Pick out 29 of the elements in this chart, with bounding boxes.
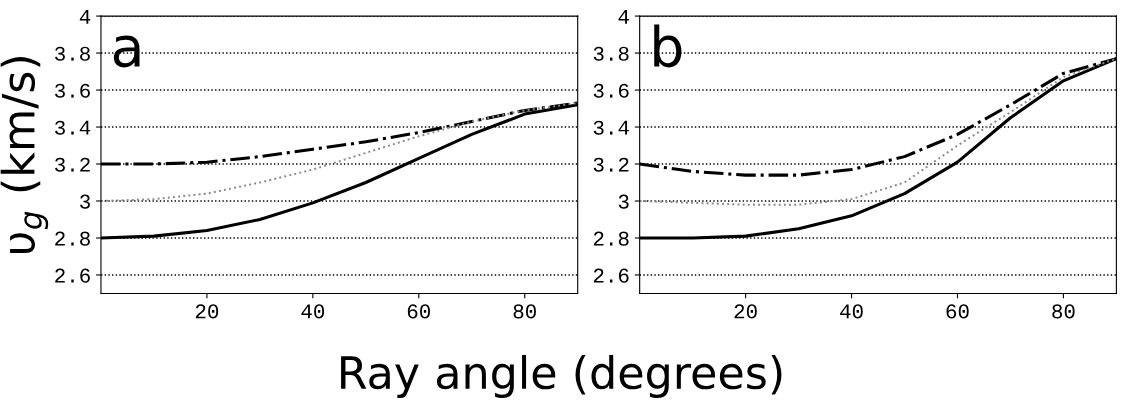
y-tick-label: 3.6: [593, 83, 629, 98]
y-tick-label: 4: [618, 9, 629, 24]
x-tick-label: 40: [840, 304, 863, 319]
y-tick-label: 3.8: [593, 46, 629, 61]
y-tick-label: 3: [80, 194, 90, 209]
x-tick-label: 20: [195, 304, 219, 319]
x-axis-title: Ray angle (degrees): [341, 354, 782, 398]
x-tick-label: 80: [1052, 304, 1075, 319]
x-tick-label: 60: [407, 304, 431, 319]
y-tick-label: 3.2: [593, 157, 629, 172]
y-tick-label: 2.6: [593, 268, 629, 283]
y-tick-label: 3: [618, 194, 629, 209]
y-tick-label: 2.8: [55, 231, 90, 246]
y-tick-label: 3.6: [55, 83, 90, 98]
y-tick-label: 2.8: [593, 231, 629, 246]
annotation: a: [113, 35, 140, 68]
y-tick-label: 2.6: [55, 268, 90, 283]
y-axis-title: υ$_{g}$ (km/s): [0, 57, 49, 254]
x-tick-label: 20: [734, 304, 757, 319]
y-tick-label: 3.8: [55, 46, 90, 61]
y-tick-label: 3.2: [55, 157, 90, 172]
x-tick-label: 60: [946, 304, 969, 319]
y-tick-label: 4: [79, 9, 91, 24]
x-tick-label: 40: [301, 304, 325, 319]
annotation: b: [654, 24, 682, 68]
line-series: [100, 102, 578, 202]
y-tick-label: 3.4: [55, 120, 91, 135]
y-tick-label: 3.4: [593, 120, 629, 135]
x-tick-label: 80: [513, 304, 536, 319]
